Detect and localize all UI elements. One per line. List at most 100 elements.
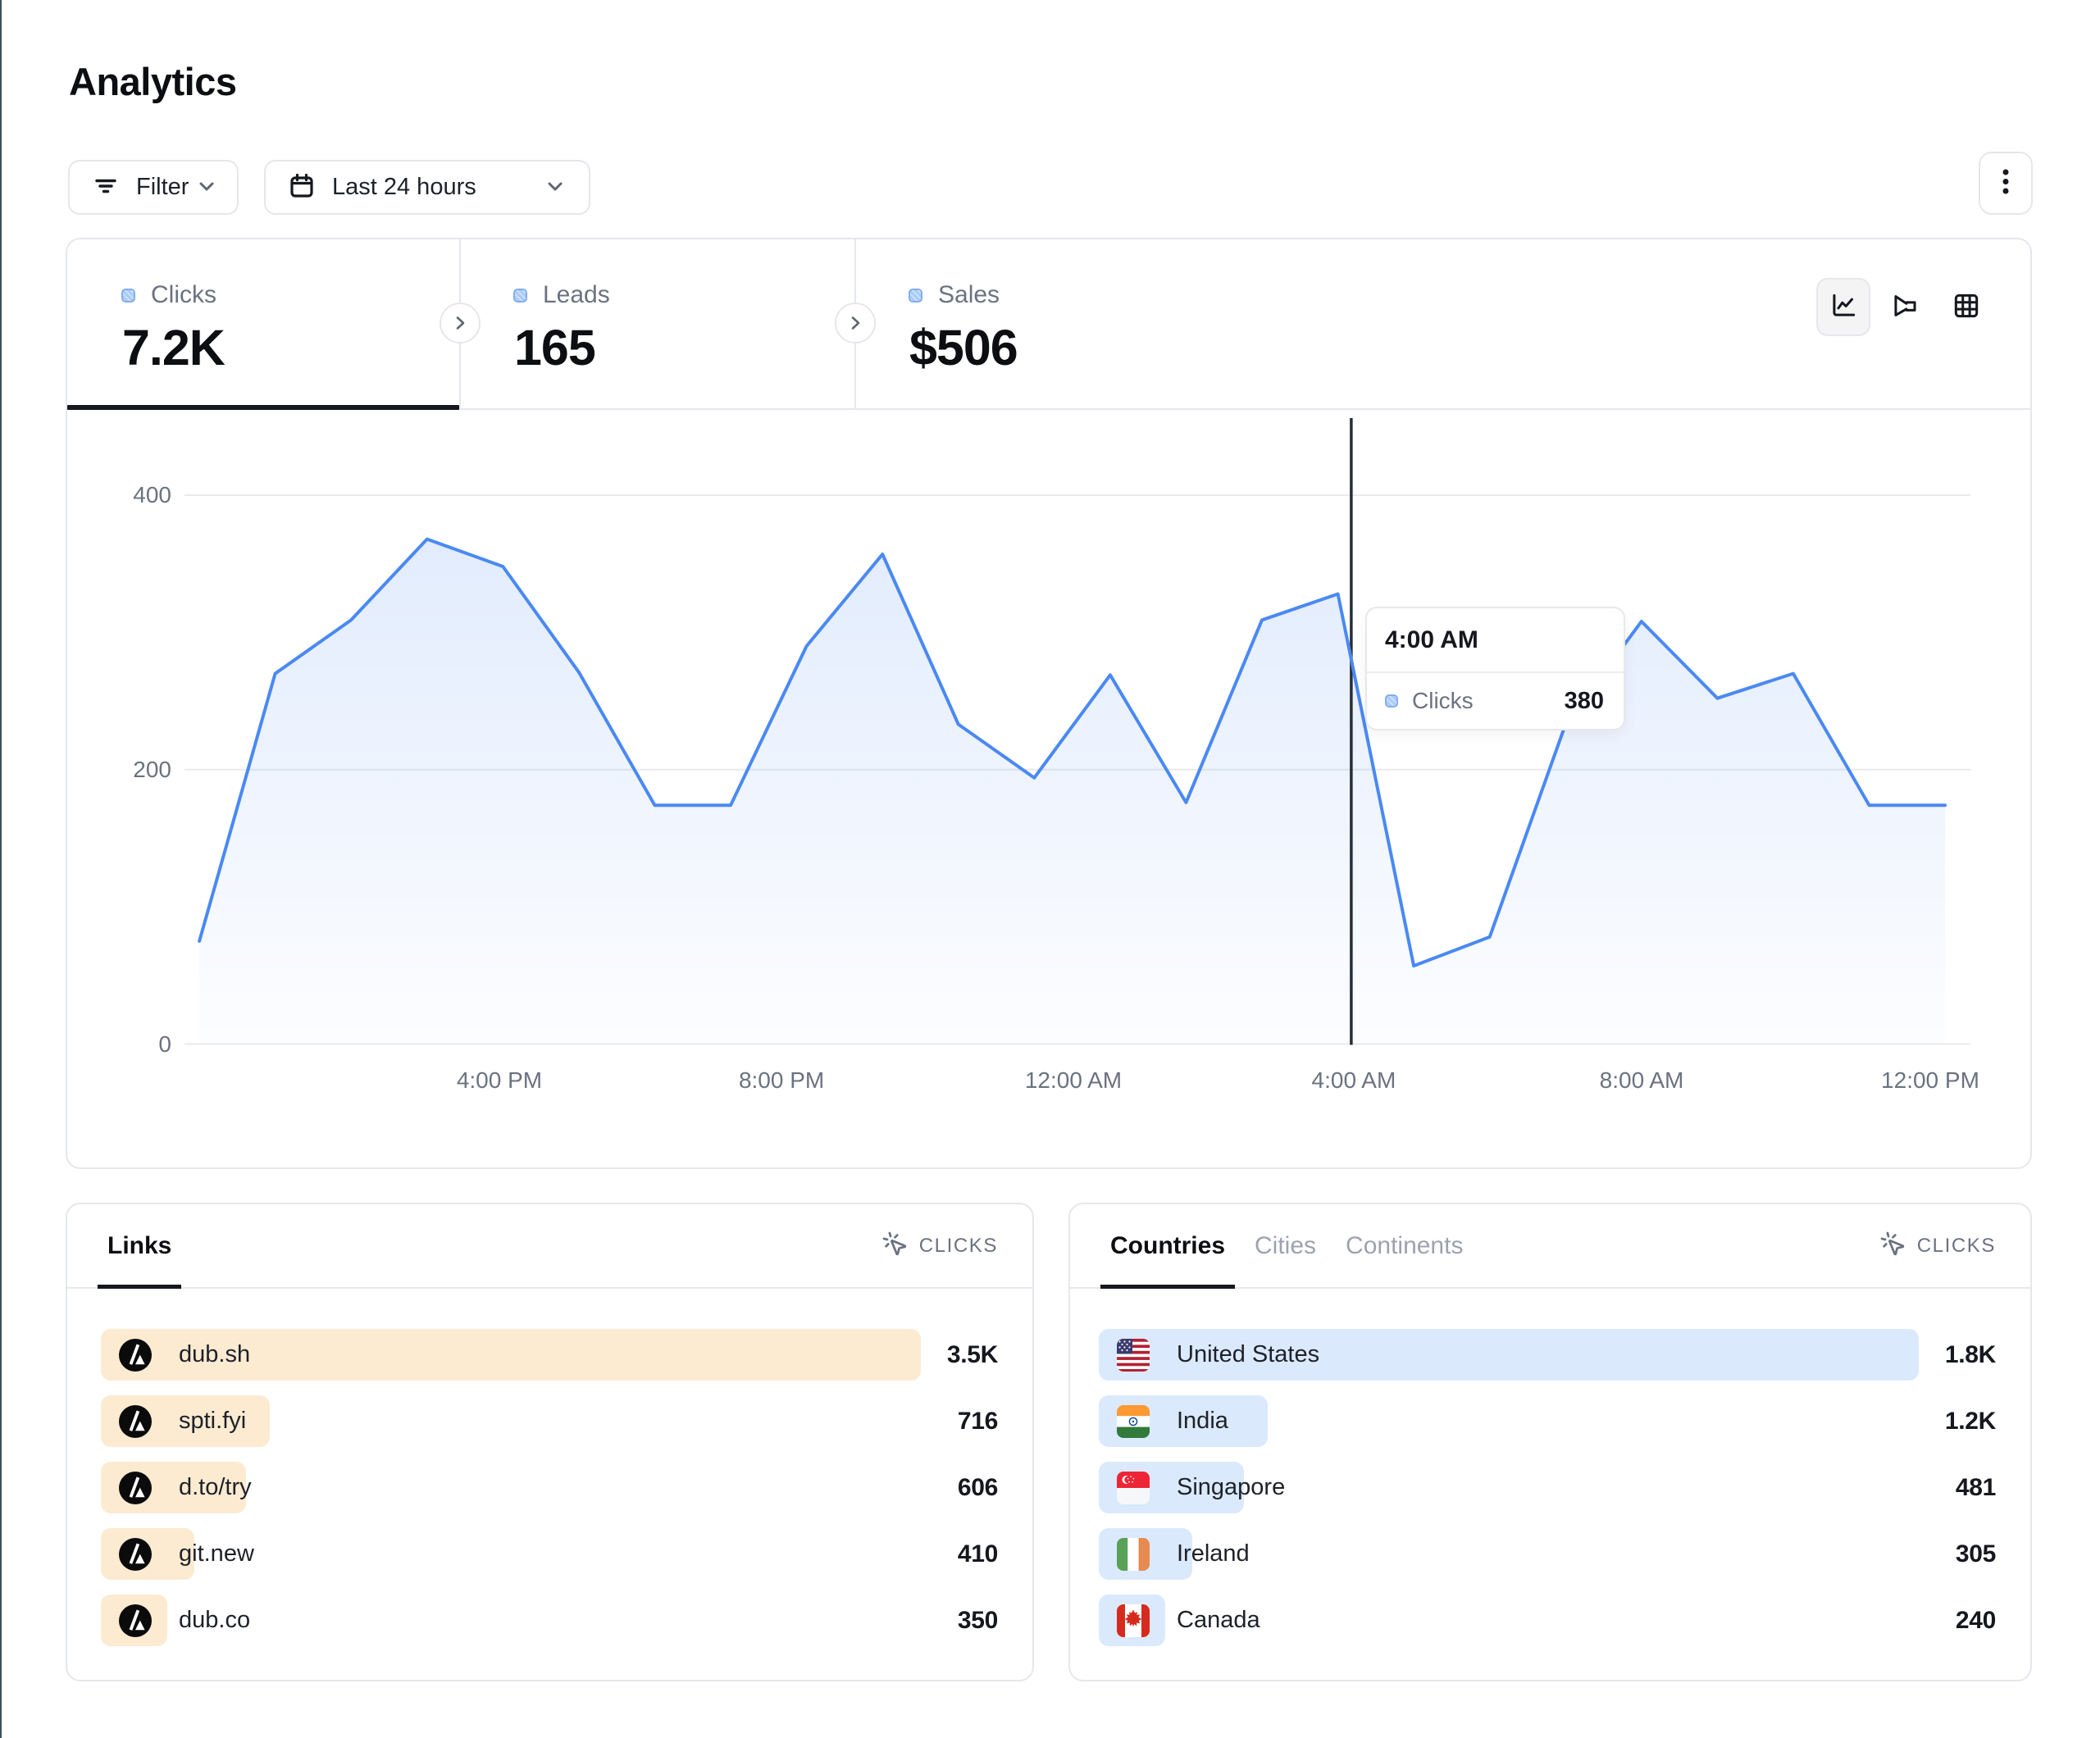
list-item-value: 3.5K (946, 1340, 998, 1368)
list-item-label: dub.sh (179, 1341, 251, 1367)
x-axis-label: 4:00 PM (456, 1067, 543, 1093)
chart-tooltip-row: Clicks 380 (1367, 673, 1624, 729)
chart-tooltip-header: 4:00 AM (1367, 608, 1624, 673)
list-item[interactable]: dub.sh 3.5K (101, 1329, 998, 1381)
stat-tab-sales[interactable]: Sales $506 (854, 239, 1314, 408)
flag-us-icon (1117, 1338, 1150, 1372)
filter-button[interactable]: Filter (68, 160, 239, 215)
clicks-area-chart[interactable]: 4:00 AM Clicks 380 0 200 400 4:00 PM 8:00 PM… (67, 410, 2030, 1166)
list-item-value: 410 (957, 1540, 998, 1567)
table-toggle-button[interactable] (1939, 278, 1993, 336)
stat-label: Leads (543, 281, 610, 308)
panel-tab-countries[interactable]: Countries (1100, 1204, 1236, 1289)
list-item-bar: India (1099, 1395, 1268, 1447)
list-item-value: 716 (957, 1407, 998, 1435)
date-range-button[interactable]: Last 24 hours (264, 160, 590, 215)
more-options-button[interactable] (1979, 152, 2033, 215)
stat-legend: Sales (909, 281, 1314, 309)
links-panel: Links CLICKS dub.sh 3.5K spti.fyi 716 d.… (66, 1203, 1034, 1681)
filter-lines-icon (93, 173, 119, 202)
panel-tab-cities[interactable]: Cities (1255, 1231, 1317, 1259)
chevron-right-circle-icon[interactable] (440, 303, 481, 344)
stat-label: Sales (938, 281, 1000, 308)
list-item-label: Canada (1177, 1607, 1260, 1633)
stat-legend: Clicks (121, 281, 459, 309)
stat-label: Clicks (151, 281, 216, 308)
dub-logo-icon (119, 1404, 152, 1438)
legend-chip-icon (121, 288, 135, 303)
list-item-label: United States (1177, 1341, 1320, 1367)
stat-tab-leads[interactable]: Leads 165 (459, 239, 854, 408)
list-item[interactable]: Ireland 305 (1099, 1528, 1996, 1580)
stats-tabs-row: Clicks 7.2K Leads 165 Sales $506 (67, 239, 2030, 410)
stat-value: $506 (909, 320, 1018, 375)
links-metric-label: CLICKS (918, 1234, 998, 1257)
list-item[interactable]: Canada 240 (1099, 1595, 1996, 1646)
legend-chip-icon (909, 288, 922, 303)
y-axis-label: 200 (133, 756, 171, 782)
list-item[interactable]: dub.co 350 (101, 1595, 998, 1646)
list-item-bar: Singapore (1099, 1462, 1285, 1513)
geo-panel-tabs: Countries Cities Continents (1100, 1204, 1473, 1289)
grid-table-icon (1951, 290, 1982, 324)
list-item-value: 1.2K (1944, 1407, 1996, 1435)
list-item-label: India (1177, 1408, 1228, 1434)
active-tab-underline (67, 405, 459, 410)
list-item-label: d.to/try (179, 1474, 252, 1500)
dub-logo-icon (119, 1537, 152, 1571)
list-item-value: 1.8K (1944, 1340, 1996, 1368)
list-item-bar: dub.sh (101, 1329, 921, 1381)
chart-tooltip-series-label: Clicks (1412, 688, 1474, 713)
date-range-label: Last 24 hours (332, 174, 476, 200)
x-axis-label: 8:00 PM (738, 1067, 825, 1093)
line-chart-toggle-button[interactable] (1816, 278, 1870, 336)
chart-tooltip: 4:00 AM Clicks 380 (1365, 607, 1625, 730)
geo-list: United States 1.8K India 1.2K Singapore … (1070, 1289, 2030, 1646)
list-item-bar: Canada (1099, 1595, 1260, 1646)
window-edge (0, 0, 2, 1738)
list-item-value: 350 (957, 1606, 998, 1634)
dub-logo-icon (119, 1604, 152, 1637)
funnel-chart-icon (1889, 290, 1920, 324)
list-item-label: dub.co (179, 1607, 251, 1633)
cursor-click-icon (1879, 1231, 1906, 1262)
y-axis-label: 400 (133, 482, 171, 507)
funnel-chart-toggle-button[interactable] (1878, 278, 1932, 336)
area-chart-svg (184, 418, 1970, 1045)
x-axis-label: 4:00 AM (1311, 1067, 1396, 1093)
dub-logo-icon (119, 1471, 152, 1504)
list-item-label: git.new (179, 1540, 254, 1567)
line-chart-icon (1828, 290, 1859, 324)
stat-value: 7.2K (122, 320, 225, 375)
page-title: Analytics (69, 60, 237, 103)
geo-metric-header[interactable]: CLICKS (1879, 1204, 1996, 1287)
cursor-click-icon (881, 1231, 909, 1262)
chevron-right-circle-icon[interactable] (835, 303, 876, 344)
list-item-label: Singapore (1177, 1474, 1286, 1500)
list-item-bar: dub.co (101, 1595, 250, 1646)
stat-tab-clicks[interactable]: Clicks 7.2K (67, 239, 459, 408)
list-item-value: 606 (957, 1473, 998, 1501)
list-item-bar: d.to/try (101, 1462, 252, 1513)
flag-sg-icon (1117, 1471, 1150, 1504)
legend-chip-icon (513, 288, 527, 303)
flag-ie-icon (1117, 1537, 1150, 1571)
clicks-legend-chip (1385, 694, 1398, 707)
list-item-bar: Ireland (1099, 1528, 1250, 1580)
links-metric-header[interactable]: CLICKS (881, 1204, 998, 1287)
list-item[interactable]: Singapore 481 (1099, 1462, 1996, 1513)
chart-type-toggles (1816, 278, 1993, 336)
stat-value: 165 (514, 320, 596, 375)
list-item[interactable]: United States 1.8K (1099, 1329, 1996, 1381)
list-item[interactable]: spti.fyi 716 (101, 1395, 998, 1447)
panel-tab-links[interactable]: Links (98, 1204, 182, 1289)
flag-in-icon (1117, 1404, 1150, 1438)
calendar-icon (288, 172, 316, 202)
list-item-value: 481 (1955, 1473, 1996, 1501)
list-item[interactable]: d.to/try 606 (101, 1462, 998, 1513)
panel-tab-continents[interactable]: Continents (1346, 1231, 1464, 1259)
list-item[interactable]: India 1.2K (1099, 1395, 1996, 1447)
list-item[interactable]: git.new 410 (101, 1528, 998, 1580)
geo-panel: Countries Cities Continents CLICKS United … (1068, 1203, 2032, 1681)
y-axis-label: 0 (158, 1031, 171, 1057)
